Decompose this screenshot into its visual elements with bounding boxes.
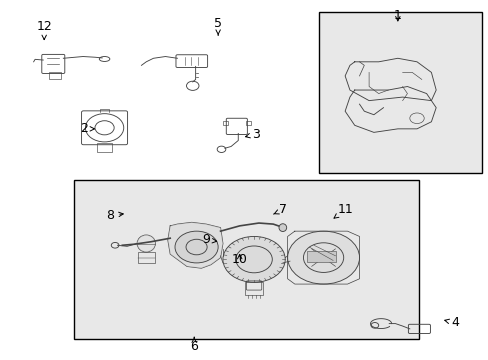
Polygon shape xyxy=(167,222,223,268)
Circle shape xyxy=(287,231,359,284)
Ellipse shape xyxy=(137,235,155,252)
Text: 6: 6 xyxy=(190,337,198,353)
Text: 5: 5 xyxy=(214,17,222,35)
Bar xyxy=(318,13,481,173)
Text: 3: 3 xyxy=(245,128,260,141)
Bar xyxy=(245,121,250,125)
Bar xyxy=(49,72,61,80)
Circle shape xyxy=(175,231,218,263)
Ellipse shape xyxy=(279,224,286,231)
Text: 7: 7 xyxy=(273,203,286,216)
Bar xyxy=(245,282,262,294)
Bar xyxy=(137,252,155,263)
Text: 12: 12 xyxy=(36,20,52,40)
Bar xyxy=(306,251,335,262)
Text: 9: 9 xyxy=(202,234,216,247)
Text: 4: 4 xyxy=(444,316,458,329)
Circle shape xyxy=(223,237,285,282)
Bar xyxy=(223,121,227,125)
Text: 1: 1 xyxy=(393,9,401,22)
Text: 11: 11 xyxy=(333,203,352,218)
Bar xyxy=(74,180,419,339)
Text: 8: 8 xyxy=(106,209,123,222)
Text: 10: 10 xyxy=(231,253,247,266)
Bar xyxy=(97,143,112,152)
Text: 2: 2 xyxy=(80,122,94,135)
